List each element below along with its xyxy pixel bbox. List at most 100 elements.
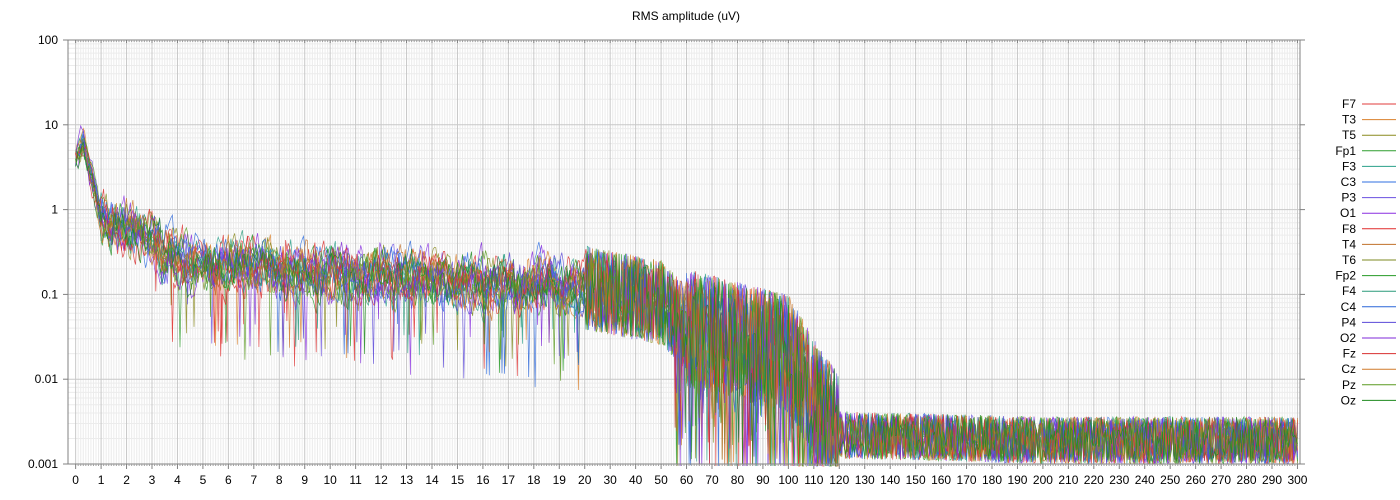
x-tick-label: 16 [476,473,490,487]
legend-label: T5 [1342,128,1356,142]
legend-label: F4 [1342,284,1356,298]
legend-label: T6 [1342,253,1356,267]
x-tick-label: 1 [98,473,105,487]
x-tick-label: 180 [982,473,1002,487]
x-tick-label: 7 [250,473,257,487]
x-tick-labels: 0 1 2 3 4 5 6 7 8 9 10 11 12 13 14 15 16 17 18 19 20 30 40 50 60… [72,473,1307,487]
x-tick-label: 60 [680,473,694,487]
x-tick-label: 220 [1084,473,1104,487]
legend-item: T6 [1342,253,1396,267]
x-tick-label: 120 [829,473,849,487]
x-tick-label: 210 [1058,473,1078,487]
legend-item: O2 [1340,331,1396,345]
legend-item: T5 [1342,128,1396,142]
legend-item: F4 [1342,284,1396,298]
y-tick-labels: 100 10 1 0.1 0.01 0.001 [28,33,58,471]
y-tick-label: 100 [38,33,58,47]
legend-item: F3 [1342,159,1396,173]
x-tick-label: 8 [276,473,283,487]
legend-item: F7 [1342,97,1396,111]
legend-label: O1 [1340,206,1356,220]
x-tick-label: 140 [880,473,900,487]
x-tick-label: 240 [1135,473,1155,487]
legend-item: Cz [1341,362,1396,376]
legend-item: O1 [1340,206,1396,220]
legend-label: Pz [1342,378,1356,392]
x-tick-label: 130 [855,473,875,487]
x-tick-label: 170 [957,473,977,487]
minor-grid [68,40,1300,464]
x-tick-label: 19 [553,473,567,487]
y-tick-label: 0.001 [28,457,58,471]
x-tick-label: 6 [225,473,232,487]
legend-label: F3 [1342,159,1356,173]
x-tick-label: 110 [804,473,823,487]
legend-item: T4 [1342,237,1396,251]
x-tick-label: 12 [374,473,388,487]
x-tick-label: 0 [72,473,79,487]
legend-label: T3 [1342,113,1356,127]
x-tick-label: 10 [324,473,338,487]
legend-label: Fp1 [1335,144,1356,158]
y-tick-label: 10 [45,118,59,132]
x-tick-label: 300 [1287,473,1307,487]
legend-label: T4 [1342,237,1356,251]
x-tick-label: 100 [778,473,798,487]
x-tick-label: 15 [451,473,465,487]
x-tick-label: 80 [731,473,745,487]
x-tick-label: 30 [604,473,618,487]
x-tick-label: 3 [149,473,156,487]
legend-label: C3 [1341,175,1357,189]
legend-label: O2 [1340,331,1356,345]
legend-item: P3 [1341,191,1396,205]
y-tick-label: 0.01 [35,372,59,386]
x-tick-label: 4 [174,473,181,487]
x-tick-label: 150 [906,473,926,487]
legend-item: F8 [1342,222,1396,236]
legend-label: Cz [1341,362,1356,376]
legend-label: P3 [1341,191,1356,205]
legend-label: Oz [1341,393,1356,407]
tick-marks [63,39,1305,469]
legend-label: F7 [1342,97,1356,111]
x-tick-label: 18 [527,473,541,487]
x-tick-label: 190 [1007,473,1027,487]
x-tick-label: 70 [705,473,719,487]
legend-item: T3 [1342,113,1396,127]
x-tick-label: 11 [349,473,362,487]
x-tick-label: 5 [200,473,207,487]
legend-item: Fp2 [1335,269,1396,283]
x-tick-label: 9 [301,473,308,487]
legend-item: Fz [1343,347,1396,361]
x-tick-label: 260 [1186,473,1206,487]
x-tick-label: 2 [123,473,130,487]
legend-item: P4 [1341,315,1396,329]
x-tick-label: 160 [931,473,951,487]
x-tick-label: 17 [502,473,516,487]
x-tick-label: 200 [1033,473,1053,487]
legend-item: Fp1 [1335,144,1396,158]
legend-label: P4 [1341,315,1356,329]
legend-label: Fp2 [1335,269,1356,283]
chart-title: RMS amplitude (uV) [632,9,740,23]
x-tick-label: 20 [578,473,592,487]
x-tick-label: 280 [1237,473,1257,487]
x-tick-label: 90 [756,473,770,487]
legend-item: Pz [1342,378,1396,392]
x-tick-label: 250 [1160,473,1180,487]
x-tick-label: 50 [654,473,668,487]
y-tick-label: 0.1 [41,287,58,301]
series-layer [75,124,1298,468]
legend-label: Fz [1343,347,1356,361]
x-tick-label: 290 [1262,473,1282,487]
legend-label: F8 [1342,222,1356,236]
series-line-oz [75,141,1298,467]
legend-item: C3 [1341,175,1396,189]
x-tick-label: 13 [400,473,414,487]
x-tick-label: 14 [425,473,439,487]
x-tick-label: 270 [1211,473,1231,487]
x-tick-label: 40 [629,473,643,487]
legend-item: C4 [1341,300,1396,314]
